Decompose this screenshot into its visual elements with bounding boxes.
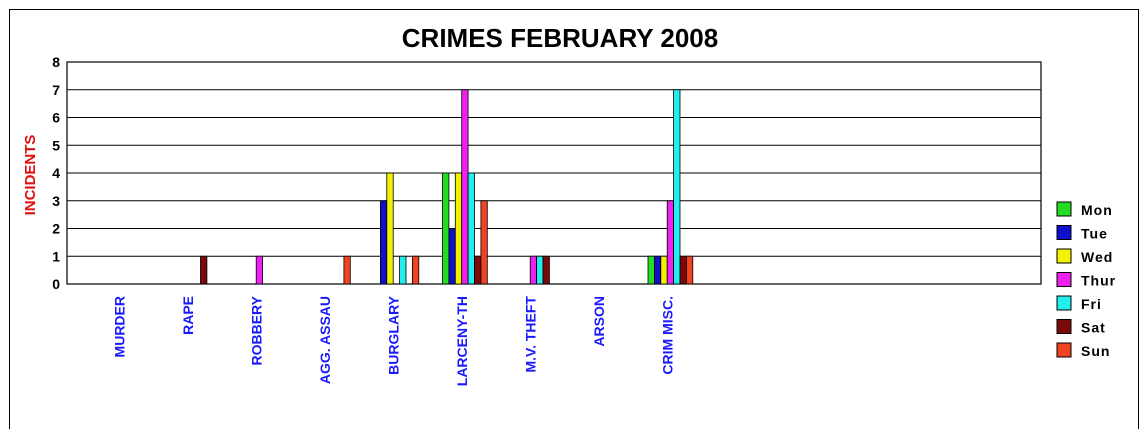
x-tick-label: ROBBERY [248,295,264,365]
legend-swatch [1056,201,1072,217]
x-tick-label: BURGLARY [385,295,401,374]
y-tick-label: 5 [52,137,60,153]
bar [654,255,662,285]
legend: Mon Tue Wed Thur Fri Sat Sun [1056,201,1116,359]
bar [448,228,456,285]
legend-swatch [1056,319,1072,334]
x-tick-label: LARCENY-TH [454,296,470,386]
plot-area: 0 1 2 3 4 5 6 7 8 MURDER RAPE ROBBERY AGG. ASSAU BURG… [52,54,1042,386]
legend-label: Sat [1081,320,1106,336]
legend-label: Wed [1081,249,1113,265]
legend-label: Fri [1081,296,1102,312]
y-tick-label: 1 [52,248,60,264]
bar [536,255,544,285]
bar [673,89,681,285]
y-tick-label: 0 [52,276,60,292]
bar [647,255,655,285]
y-tick-label: 3 [52,193,60,209]
bar [542,255,550,285]
y-tick-label: 6 [52,110,60,126]
bar [386,172,394,285]
bar [686,255,694,285]
y-tick-label: 2 [52,221,60,237]
bar [343,255,351,285]
chart-title: CRIMES FEBRUARY 2008 [402,23,718,53]
bar [255,255,264,285]
legend-swatch [1056,225,1072,240]
bar [399,255,407,285]
legend-label: Thur [1081,273,1116,289]
bar [529,255,538,285]
x-tick-label: AGG. ASSAU [317,296,333,384]
x-tick-label: M.V. THEFT [522,296,538,373]
y-tick-label: 4 [52,165,60,181]
bar [411,255,420,285]
bar [379,200,388,285]
bar [454,172,463,285]
bar [461,89,469,285]
x-tick-label: MURDER [111,296,127,357]
bar [679,255,687,285]
bar [660,255,668,285]
bar [442,172,450,285]
bar [200,255,208,285]
legend-swatch [1056,272,1072,287]
chart-frame [9,9,1139,429]
legend-label: Mon [1081,202,1113,218]
y-tick-label: 8 [52,54,60,70]
bar [480,200,488,285]
bar [467,172,475,285]
bar [666,200,675,285]
legend-label: Tue [1081,226,1108,242]
legend-label: Sun [1081,343,1110,359]
y-axis-label: INCIDENTS [22,135,39,216]
legend-swatch [1056,295,1072,311]
legend-swatch [1056,342,1072,358]
bar [474,255,482,285]
x-tick-label: ARSON [591,296,607,347]
x-tick-label: RAPE [180,296,196,335]
y-tick-label: 7 [52,82,60,98]
legend-swatch [1056,248,1072,264]
x-tick-label: CRIM MISC. [659,296,675,375]
